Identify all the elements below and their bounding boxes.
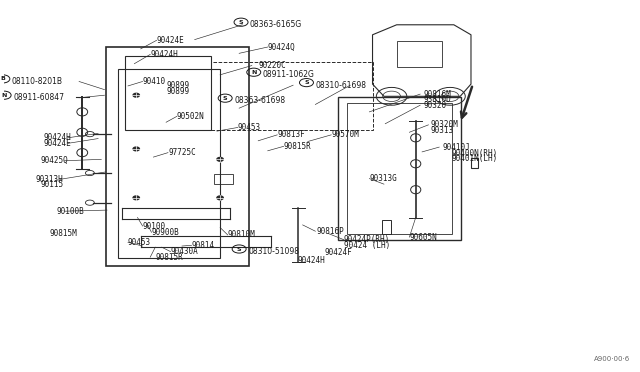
Text: 93810D: 93810D: [423, 95, 451, 104]
Text: 90810M: 90810M: [228, 230, 255, 240]
Text: 90313: 90313: [431, 126, 454, 135]
Text: S: S: [304, 80, 308, 85]
Text: 90424H: 90424H: [150, 50, 178, 59]
Circle shape: [133, 147, 140, 151]
Text: 08911-60847: 08911-60847: [13, 93, 64, 102]
Text: 90313G: 90313G: [369, 174, 397, 183]
Text: 90410J: 90410J: [442, 142, 470, 151]
Text: 90816P: 90816P: [317, 227, 344, 236]
Text: 90400N(RH): 90400N(RH): [452, 149, 498, 158]
Text: 90100B: 90100B: [56, 207, 84, 216]
Bar: [214, 174, 233, 184]
Text: 90100: 90100: [143, 221, 166, 231]
Bar: [211, 62, 372, 131]
Text: 90570M: 90570M: [332, 130, 359, 140]
Text: 90424E: 90424E: [44, 139, 71, 148]
Bar: [125, 56, 211, 131]
Circle shape: [217, 196, 223, 200]
Text: 90424H: 90424H: [298, 256, 325, 264]
Text: 97725C: 97725C: [168, 148, 196, 157]
Ellipse shape: [411, 186, 421, 194]
Text: 90320M: 90320M: [431, 121, 459, 129]
Text: S: S: [237, 247, 241, 251]
Ellipse shape: [77, 108, 88, 116]
Ellipse shape: [77, 128, 88, 137]
Text: 90424P(RH): 90424P(RH): [344, 235, 390, 244]
Circle shape: [217, 157, 223, 161]
Text: 90900B: 90900B: [152, 228, 179, 237]
Text: 90401N(LH): 90401N(LH): [452, 154, 498, 163]
Text: N: N: [1, 93, 7, 98]
Text: 08310-61698: 08310-61698: [316, 81, 366, 90]
Text: 90424H: 90424H: [44, 133, 71, 142]
Text: 08363-6165G: 08363-6165G: [250, 20, 302, 29]
Text: 90425Q: 90425Q: [41, 156, 68, 165]
Text: 90320: 90320: [423, 101, 447, 110]
Circle shape: [133, 93, 140, 97]
Text: A900·00·6: A900·00·6: [593, 356, 630, 362]
Text: 08110-8201B: 08110-8201B: [12, 77, 63, 86]
Text: 08911-1062G: 08911-1062G: [262, 70, 314, 79]
Bar: [106, 47, 249, 266]
Text: 90899: 90899: [166, 87, 189, 96]
Text: 90453: 90453: [238, 123, 261, 132]
Ellipse shape: [411, 160, 421, 168]
Text: 90453: 90453: [128, 238, 151, 247]
Text: 90220C: 90220C: [258, 61, 286, 70]
Text: 90815R: 90815R: [284, 142, 311, 151]
Text: 90605N: 90605N: [410, 232, 437, 242]
Bar: [397, 41, 442, 67]
Text: S: S: [223, 96, 227, 101]
Text: 90115: 90115: [41, 180, 64, 189]
Ellipse shape: [77, 148, 88, 157]
Text: 90502N: 90502N: [177, 112, 205, 121]
Text: 90424E: 90424E: [157, 36, 184, 45]
Text: 90814: 90814: [191, 241, 214, 250]
Text: S: S: [239, 20, 243, 25]
Text: 90430A: 90430A: [170, 247, 198, 256]
Text: 90815R: 90815R: [156, 253, 183, 262]
Text: 90424 (LH): 90424 (LH): [344, 241, 390, 250]
Text: B: B: [1, 76, 5, 81]
Text: 08310-51098: 08310-51098: [248, 247, 299, 256]
Ellipse shape: [411, 134, 421, 142]
Circle shape: [133, 196, 140, 200]
Bar: [118, 69, 220, 258]
Bar: [471, 158, 478, 168]
Text: 08363-61698: 08363-61698: [234, 96, 285, 105]
Text: 90424F: 90424F: [325, 248, 353, 257]
Text: 90424Q: 90424Q: [268, 42, 296, 51]
Text: N: N: [251, 70, 257, 75]
Bar: [382, 220, 391, 234]
Text: 90899: 90899: [166, 81, 189, 90]
Text: 90813F: 90813F: [277, 130, 305, 140]
Text: 90816M: 90816M: [423, 90, 451, 99]
Text: 90313H: 90313H: [36, 175, 63, 184]
Text: 90815M: 90815M: [50, 229, 77, 238]
Text: 90410: 90410: [143, 77, 166, 86]
